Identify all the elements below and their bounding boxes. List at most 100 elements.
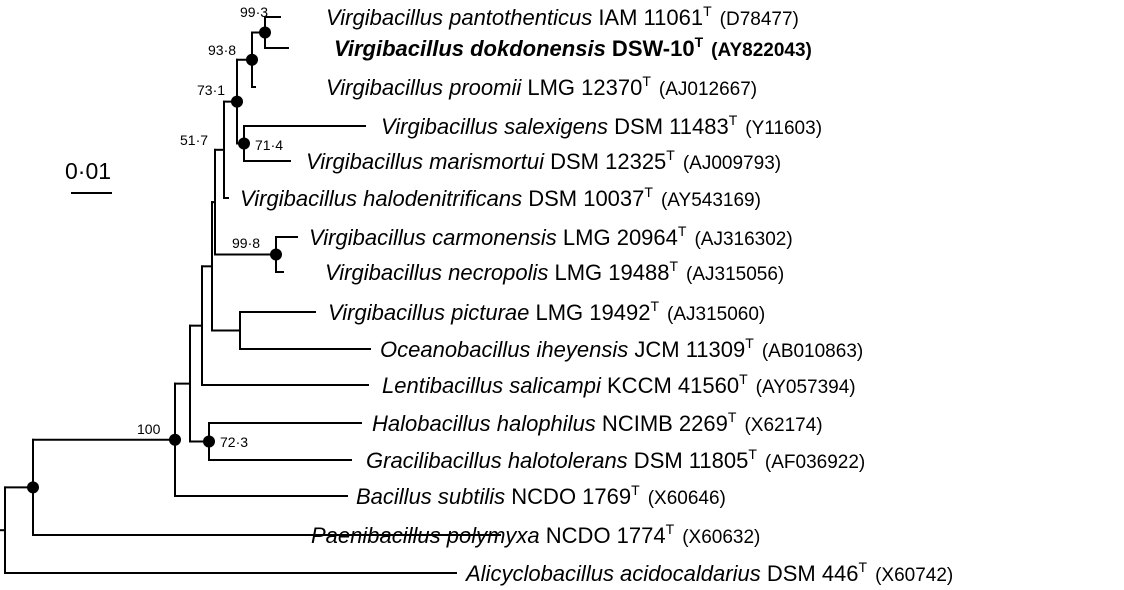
taxon-name: Virgibacillus marismortui bbox=[306, 149, 545, 174]
bootstrap-n3: 73·1 bbox=[197, 82, 225, 98]
type-strain-mark: T bbox=[631, 482, 640, 498]
type-strain-mark: T bbox=[859, 559, 868, 575]
type-strain-mark: T bbox=[745, 335, 754, 351]
type-strain-mark: T bbox=[650, 298, 659, 314]
strain-name: IAM 11061 bbox=[592, 5, 703, 30]
bootstrap-n4: 71·4 bbox=[255, 137, 283, 153]
taxon-label-t14: Bacillus subtilis NCDO 1769T (X60646) bbox=[356, 482, 726, 509]
scale-bar-group: 0·01 bbox=[65, 158, 112, 194]
tree-nodes bbox=[27, 26, 282, 494]
accession-number: (AY543169) bbox=[661, 190, 761, 211]
accession-number: (X62174) bbox=[744, 415, 822, 436]
type-strain-mark: T bbox=[642, 73, 651, 89]
taxon-label-t8: Virgibacillus necropolis LMG 19488T (AJ31… bbox=[325, 258, 784, 285]
type-strain-mark: T bbox=[695, 34, 704, 50]
type-strain-mark: T bbox=[669, 258, 678, 274]
strain-name: DSM 11805 bbox=[628, 448, 749, 473]
strain-name: LMG 12370 bbox=[521, 75, 642, 100]
accession-number: (AJ316302) bbox=[694, 229, 792, 250]
bootstrap-labels: 99·3 93·8 71·4 73·1 51·7 99·8 72·3 100 bbox=[137, 4, 283, 450]
taxon-name: Alicyclobacillus acidocaldarius bbox=[464, 561, 761, 586]
type-strain-mark: T bbox=[666, 147, 675, 163]
node-dot-n4 bbox=[238, 137, 250, 150]
taxon-label-t2: Virgibacillus dokdonensis DSW-10T (AY8220… bbox=[334, 34, 812, 61]
node-dot-n3 bbox=[231, 95, 243, 108]
accession-number: (X60646) bbox=[648, 488, 726, 509]
taxon-name: Oceanobacillus iheyensis bbox=[380, 337, 628, 362]
type-strain-mark: T bbox=[748, 446, 757, 462]
taxon-name: Virgibacillus necropolis bbox=[325, 260, 548, 285]
node-dot-n2 bbox=[246, 53, 258, 66]
node-dot-n11 bbox=[203, 435, 215, 448]
taxon-label-t1: Virgibacillus pantothenticus IAM 11061T (… bbox=[326, 3, 799, 30]
strain-name: JCM 11309 bbox=[628, 337, 745, 362]
taxon-label-t15: Paenibacillus polymyxa NCDO 1774T (X60632… bbox=[311, 521, 760, 548]
accession-number: (AY057394) bbox=[756, 377, 856, 398]
taxon-name: Paenibacillus polymyxa bbox=[311, 523, 540, 548]
node-dot-n7 bbox=[270, 248, 282, 261]
bootstrap-n2: 93·8 bbox=[208, 42, 236, 58]
taxon-name: Virgibacillus salexigens bbox=[381, 114, 608, 139]
accession-number: (AJ009793) bbox=[683, 153, 781, 174]
strain-name: DSM 10037 bbox=[522, 186, 644, 211]
node-dot-n13 bbox=[169, 433, 181, 446]
bootstrap-n5: 51·7 bbox=[180, 132, 208, 148]
strain-name: KCCM 41560 bbox=[601, 373, 739, 398]
type-strain-mark: T bbox=[678, 223, 687, 239]
taxon-name: Virgibacillus pantothenticus bbox=[326, 5, 592, 30]
accession-number: (AY822043) bbox=[711, 40, 812, 61]
taxon-name: Halobacillus halophilus bbox=[372, 411, 596, 436]
bootstrap-n7: 99·8 bbox=[232, 235, 260, 251]
type-strain-mark: T bbox=[728, 409, 737, 425]
accession-number: (AJ012667) bbox=[659, 79, 757, 100]
taxon-label-t16: Alicyclobacillus acidocaldarius DSM 446T… bbox=[464, 559, 953, 586]
accession-number: (AJ315056) bbox=[686, 264, 784, 285]
type-strain-mark: T bbox=[666, 521, 675, 537]
strain-name: LMG 20964 bbox=[557, 225, 678, 250]
taxon-label-t4: Virgibacillus salexigens DSM 11483T (Y116… bbox=[381, 112, 822, 139]
type-strain-mark: T bbox=[644, 184, 653, 200]
taxon-label-t13: Gracilibacillus halotolerans DSM 11805T (… bbox=[366, 446, 865, 473]
taxon-name: Virgibacillus picturae bbox=[328, 300, 529, 325]
accession-number: (AJ315060) bbox=[667, 304, 765, 325]
strain-name: DSW-10 bbox=[606, 36, 695, 61]
accession-number: (AF036922) bbox=[765, 452, 865, 473]
type-strain-mark: T bbox=[729, 112, 738, 128]
strain-name: NCIMB 2269 bbox=[596, 411, 728, 436]
taxon-label-t9: Virgibacillus picturae LMG 19492T (AJ3150… bbox=[328, 298, 765, 325]
taxon-label-t10: Oceanobacillus iheyensis JCM 11309T (AB01… bbox=[380, 335, 863, 362]
taxon-label-t3: Virgibacillus proomii LMG 12370T (AJ01266… bbox=[326, 73, 757, 100]
bootstrap-n1: 99·3 bbox=[240, 4, 268, 20]
taxon-label-t11: Lentibacillus salicampi KCCM 41560T (AY05… bbox=[382, 371, 856, 398]
strain-name: DSM 446 bbox=[761, 561, 859, 586]
taxon-label-t7: Virgibacillus carmonensis LMG 20964T (AJ3… bbox=[309, 223, 793, 250]
taxon-label-t12: Halobacillus halophilus NCIMB 2269T (X621… bbox=[372, 409, 823, 436]
taxon-name: Bacillus subtilis bbox=[356, 484, 505, 509]
node-dot-n1 bbox=[259, 26, 271, 39]
strain-name: LMG 19488 bbox=[548, 260, 669, 285]
scale-bar-label: 0·01 bbox=[65, 158, 111, 184]
taxon-name: Virgibacillus carmonensis bbox=[309, 225, 557, 250]
bootstrap-n13: 100 bbox=[137, 421, 161, 437]
strain-name: DSM 11483 bbox=[608, 114, 729, 139]
bootstrap-n11: 72·3 bbox=[220, 434, 248, 450]
strain-name: NCDO 1774 bbox=[540, 523, 666, 548]
taxon-name: Virgibacillus proomii bbox=[326, 75, 522, 100]
taxon-labels: Virgibacillus pantothenticus IAM 11061T(… bbox=[240, 3, 953, 586]
taxon-label-t5: Virgibacillus marismortui DSM 12325T (AJ0… bbox=[306, 147, 781, 174]
taxon-name: Lentibacillus salicampi bbox=[382, 373, 602, 398]
taxon-label-t6: Virgibacillus halodenitrificans DSM 1003… bbox=[240, 184, 761, 211]
accession-number: (Y11603) bbox=[745, 118, 822, 139]
strain-name: NCDO 1769 bbox=[505, 484, 631, 509]
taxon-name: Virgibacillus halodenitrificans bbox=[240, 186, 522, 211]
strain-name: LMG 19492 bbox=[529, 300, 650, 325]
accession-number: (D78477) bbox=[720, 9, 799, 30]
taxon-name: Virgibacillus dokdonensis bbox=[334, 36, 606, 61]
accession-number: (X60742) bbox=[875, 565, 953, 586]
accession-number: (X60632) bbox=[682, 527, 760, 548]
taxon-name: Gracilibacillus halotolerans bbox=[366, 448, 628, 473]
strain-name: DSM 12325 bbox=[544, 149, 666, 174]
type-strain-mark: T bbox=[703, 3, 712, 19]
